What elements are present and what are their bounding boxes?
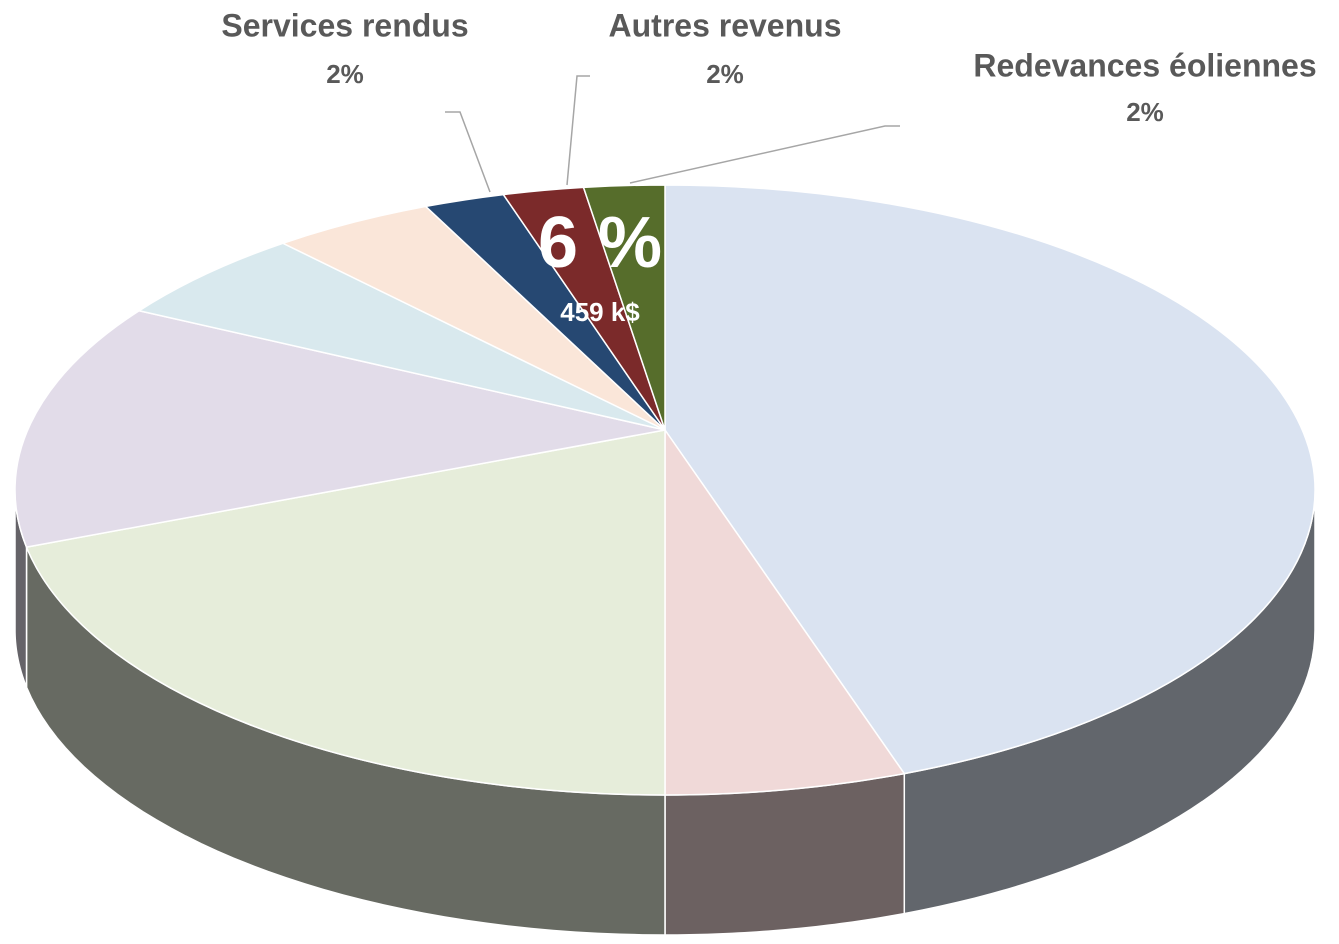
leader-line [445, 111, 491, 193]
slice-value-label: 2% [1126, 97, 1164, 127]
slice-value-label: 2% [706, 59, 744, 89]
leader-line [566, 75, 590, 186]
leader-line [629, 125, 900, 184]
slice-value-label: 2% [326, 59, 364, 89]
slice [25, 429, 666, 796]
slice [582, 184, 666, 431]
slice-side [664, 772, 906, 936]
slice [137, 242, 666, 431]
group-percent: 6 % [538, 203, 662, 283]
slice [664, 427, 906, 796]
slice-label: Redevances éoliennes [973, 47, 1316, 83]
slice-label: Services rendus [221, 7, 468, 43]
slice [664, 184, 1316, 775]
slice [14, 309, 666, 548]
slice-label: Autres revenus [609, 7, 842, 43]
group-amount: 459 k$ [560, 297, 640, 327]
